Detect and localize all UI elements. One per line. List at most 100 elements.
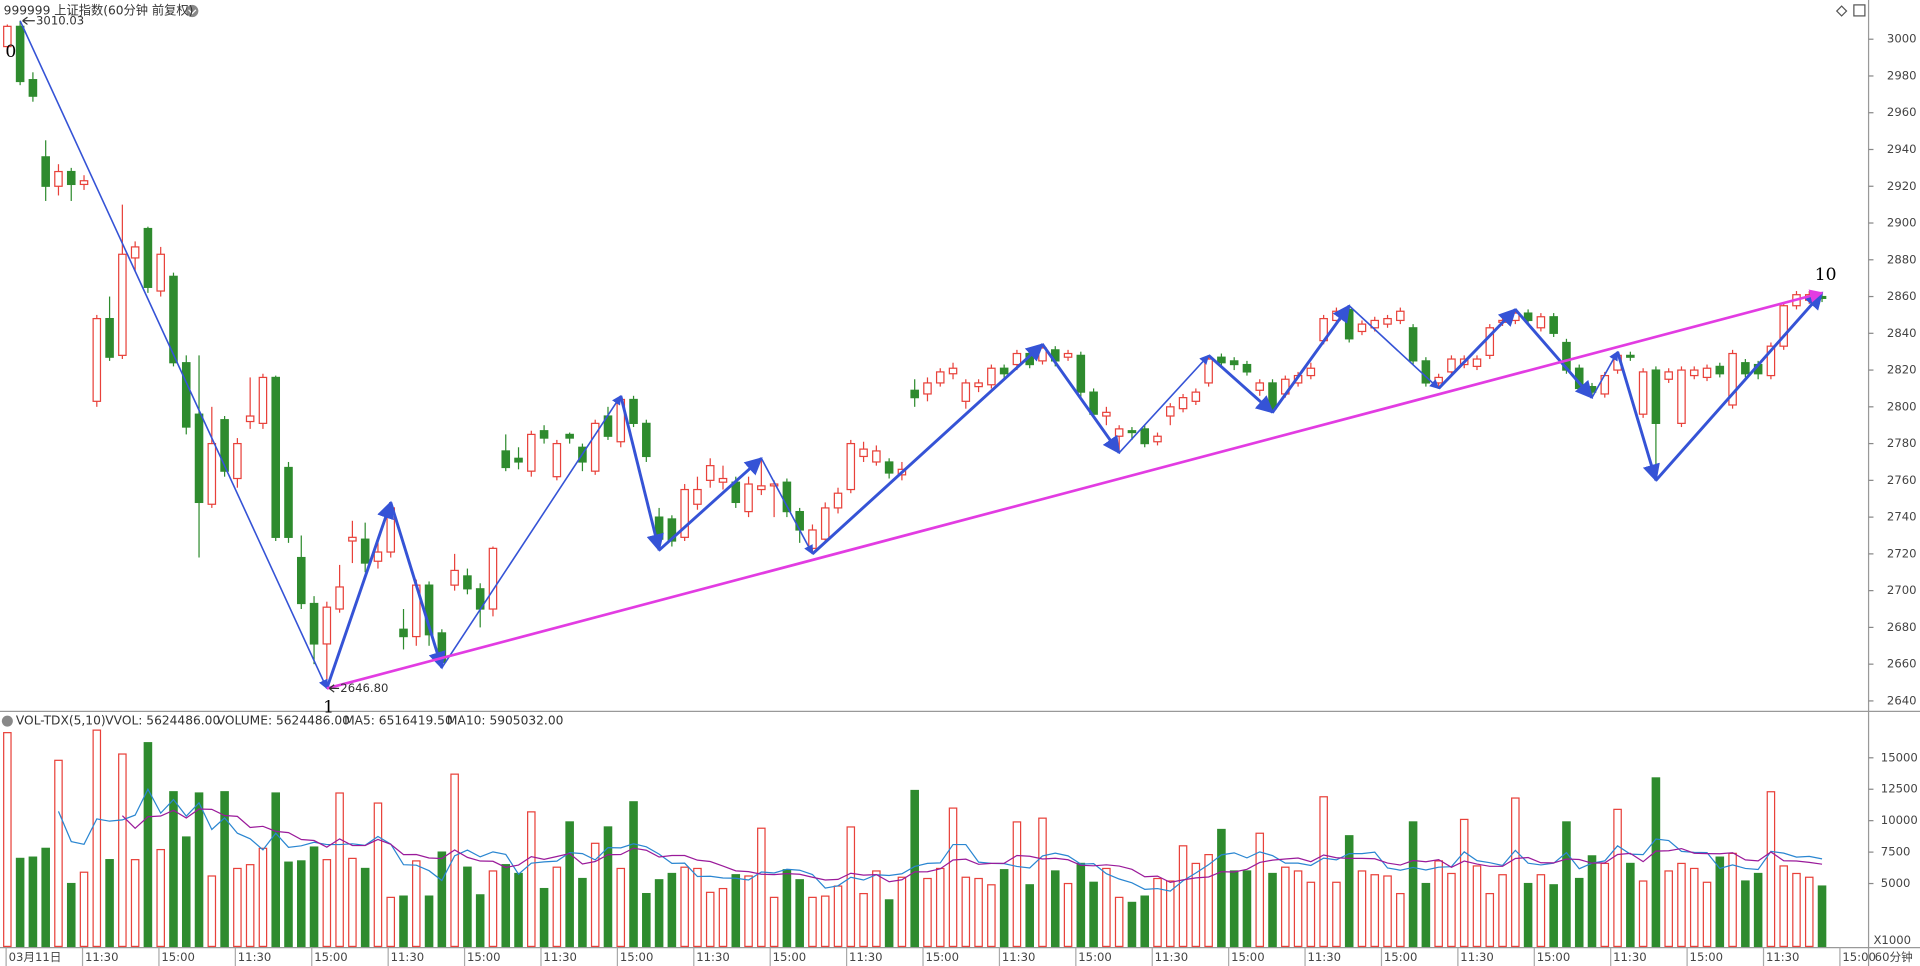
volume-bar	[488, 870, 498, 948]
volume-bar	[1191, 862, 1201, 948]
candle-body	[130, 246, 140, 259]
candle-body	[1255, 382, 1265, 391]
volume-bar	[1268, 872, 1277, 948]
volume-bar	[194, 792, 204, 948]
candle-body	[999, 367, 1009, 375]
volume-bar	[360, 867, 370, 948]
candle-body	[1102, 411, 1111, 417]
candle-body	[1383, 317, 1392, 325]
candle-body	[3, 25, 12, 48]
candle-body	[539, 430, 549, 439]
menu-icon[interactable]	[186, 4, 199, 18]
volume-bar	[1523, 882, 1533, 948]
volume-bar	[348, 857, 357, 948]
x-tick-label: 11:30	[696, 950, 730, 964]
candle-body	[1204, 358, 1213, 384]
volume-bar	[718, 887, 728, 948]
candle-body	[15, 25, 25, 83]
volume-bar	[1076, 862, 1086, 948]
volume-bar	[1089, 881, 1098, 948]
x-tick-label: 11:30	[1155, 950, 1189, 964]
menu-icon[interactable]	[1, 715, 13, 727]
candle-body	[1741, 362, 1750, 375]
candle-body	[1536, 316, 1546, 329]
candle-body	[769, 483, 779, 487]
volume-bar	[1792, 872, 1801, 948]
volume-bar	[1025, 884, 1034, 948]
volume-bar	[693, 867, 702, 948]
volume-bar	[654, 879, 664, 948]
candle-body	[1702, 367, 1712, 379]
wave-segment	[760, 457, 814, 555]
candle-body	[590, 422, 600, 472]
volume-bar	[169, 791, 178, 948]
candle-body	[705, 465, 715, 481]
volume-bar	[769, 896, 779, 948]
option-icon[interactable]	[1835, 5, 1848, 17]
candle-body	[501, 450, 511, 469]
candle-body	[1344, 308, 1354, 340]
volume-bar	[808, 896, 817, 948]
x-tick-label: 15:00	[1384, 950, 1418, 964]
volume-bar	[1613, 808, 1622, 948]
x-tick-label: 11:30	[849, 950, 883, 964]
candle-body	[1178, 397, 1188, 410]
volume-bar	[974, 877, 983, 948]
volume-bar	[1447, 872, 1456, 948]
volume-bar	[220, 791, 229, 948]
menu-icon-chevron	[188, 9, 197, 15]
volume-bar	[1281, 866, 1290, 948]
window-icon[interactable]	[1853, 4, 1866, 17]
volume-bar	[54, 759, 63, 948]
candle-body	[744, 483, 753, 513]
candle-body	[1370, 319, 1380, 329]
volume-bar	[475, 894, 485, 948]
volume-bar	[1651, 777, 1661, 948]
extreme-label: 2646.80	[340, 681, 388, 695]
wave-segment	[389, 501, 446, 670]
candle-body	[1140, 428, 1150, 445]
candle-body	[296, 556, 306, 605]
volume-bar	[130, 859, 140, 948]
y-tick-label: 2760	[1887, 473, 1917, 487]
candle-body	[642, 422, 651, 458]
volume-bar	[1012, 821, 1022, 948]
wave-segment	[1514, 308, 1594, 399]
candle-body	[1165, 406, 1175, 417]
y-tick-label: 2960	[1887, 105, 1917, 119]
volume-bar	[1472, 865, 1482, 948]
candle-body	[1408, 327, 1418, 362]
candle-body	[66, 170, 76, 186]
ma10-line	[121, 808, 1823, 884]
volume-bar	[846, 826, 856, 948]
candle-body	[1677, 369, 1686, 424]
y-tick-label: 2840	[1887, 326, 1917, 340]
volume-bar	[1370, 874, 1380, 948]
volume-bar	[935, 867, 945, 948]
wave-segment	[1118, 354, 1210, 454]
volume-bar	[79, 871, 89, 948]
volume-bar	[1408, 821, 1418, 948]
x-tick-label: 15:00	[1842, 950, 1876, 964]
ma5-label: MA5: 6516419.50	[344, 714, 453, 728]
x-tick-label: 15:00	[925, 950, 959, 964]
volume-bar	[1102, 867, 1111, 948]
candle-body	[1229, 360, 1239, 366]
volume-bar	[424, 895, 434, 948]
volume-bar	[1357, 870, 1367, 948]
x-tick-label: 11:30	[391, 950, 425, 964]
volume-unit: X1000	[1873, 933, 1911, 947]
x-tick-label: 15:00	[467, 950, 501, 964]
candle-body	[1191, 391, 1201, 402]
volume-bar	[1178, 845, 1188, 948]
volume-bar	[590, 842, 600, 948]
candle-body	[514, 457, 523, 463]
extreme-pointer	[22, 16, 35, 25]
volume-bar	[1396, 892, 1405, 948]
candle-body	[1664, 371, 1673, 380]
y-tick-label: 2720	[1887, 546, 1917, 560]
volume-bar	[744, 875, 753, 948]
volume-bar	[1204, 854, 1213, 948]
